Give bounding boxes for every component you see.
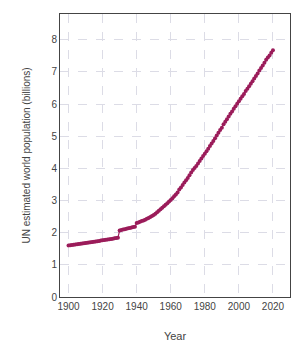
svg-text:5: 5 [51,131,57,142]
svg-text:2: 2 [51,227,57,238]
svg-text:2020: 2020 [262,301,285,312]
svg-text:1900: 1900 [57,301,80,312]
svg-text:1940: 1940 [126,301,149,312]
svg-text:2000: 2000 [228,301,251,312]
svg-text:3: 3 [51,195,57,206]
svg-text:1920: 1920 [91,301,114,312]
svg-text:1980: 1980 [194,301,217,312]
svg-text:0: 0 [51,292,57,303]
svg-text:4: 4 [51,163,57,174]
svg-text:6: 6 [51,99,57,110]
svg-text:8: 8 [51,34,57,45]
svg-text:UN estimated world population: UN estimated world population (billions) [21,67,32,243]
svg-text:1960: 1960 [160,301,183,312]
svg-text:Year: Year [164,330,187,342]
svg-text:7: 7 [51,66,57,77]
svg-text:1: 1 [51,259,57,270]
